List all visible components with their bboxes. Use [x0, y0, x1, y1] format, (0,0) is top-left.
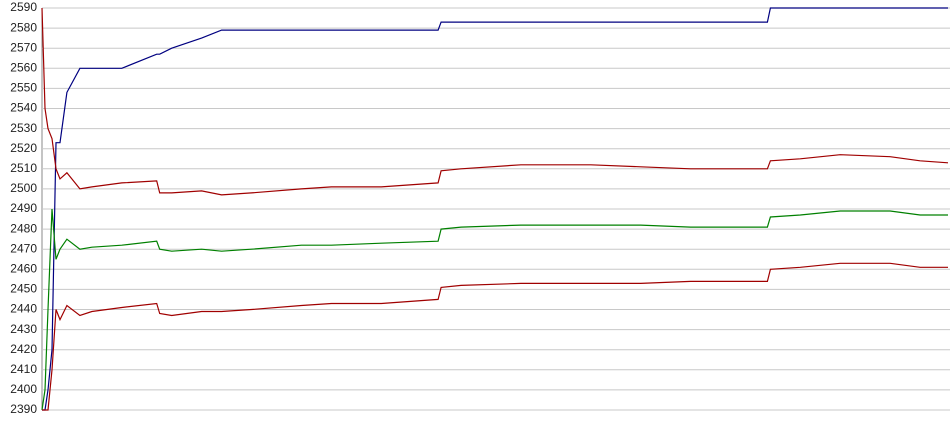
y-tick-label: 2520 [10, 141, 37, 155]
y-tick-label: 2430 [10, 322, 37, 336]
y-tick-label: 2570 [10, 40, 37, 54]
y-tick-label: 2460 [10, 261, 37, 275]
y-tick-label: 2540 [10, 101, 37, 115]
series-line [42, 7, 948, 411]
y-tick-label: 2560 [10, 60, 37, 74]
y-tick-label: 2400 [10, 382, 37, 396]
y-tick-label: 2580 [10, 20, 37, 34]
y-tick-label: 2590 [10, 0, 37, 14]
series-line [41, 208, 948, 411]
y-tick-label: 2470 [10, 241, 37, 255]
y-tick-label: 2510 [10, 161, 37, 175]
y-tick-label: 2450 [10, 282, 37, 296]
y-tick-label: 2490 [10, 201, 37, 215]
y-tick-label: 2480 [10, 221, 37, 235]
series-line [41, 7, 949, 196]
y-tick-label: 2410 [10, 362, 37, 376]
y-tick-label: 2550 [10, 81, 37, 95]
series-line [42, 262, 948, 411]
y-tick-label: 2420 [10, 342, 37, 356]
y-tick-label: 2390 [10, 402, 37, 416]
y-tick-label: 2500 [10, 181, 37, 195]
y-tick-label: 2530 [10, 121, 37, 135]
y-tick-label: 2440 [10, 302, 37, 316]
